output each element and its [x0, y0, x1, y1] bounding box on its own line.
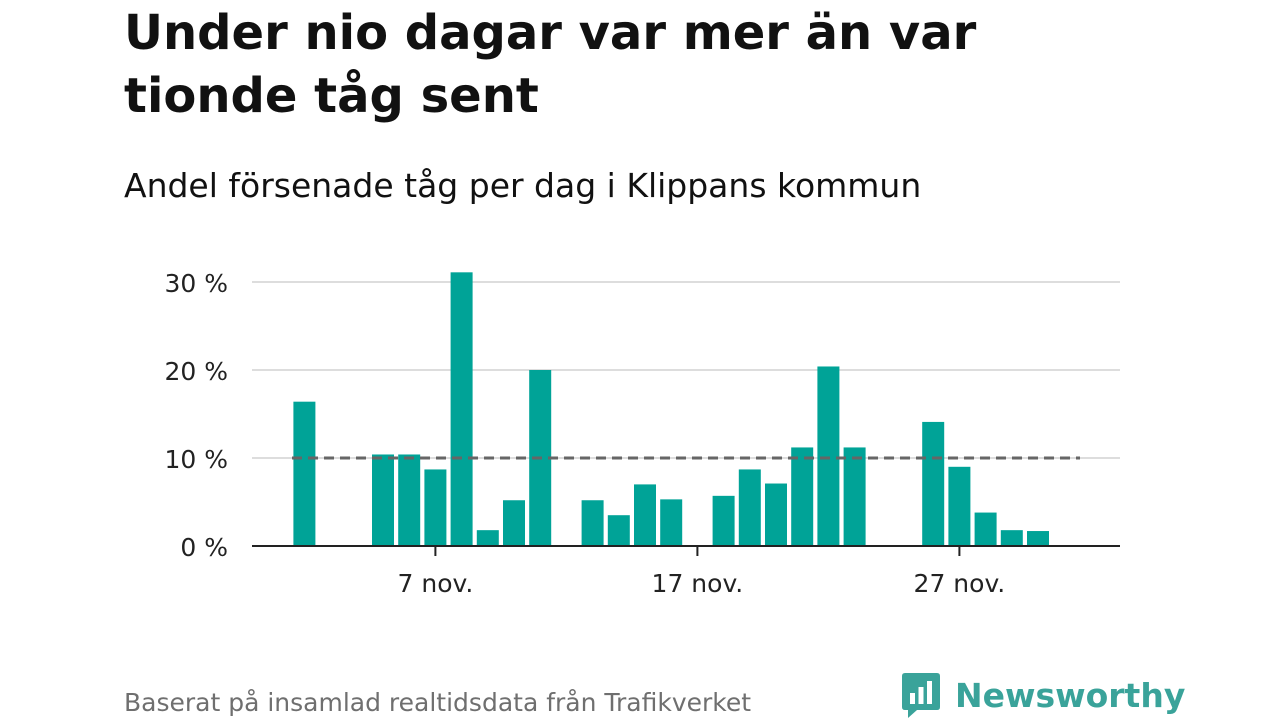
- tick-labels: 0 % 10 % 20 % 30 % 7 nov. 17 nov. 27 nov.: [164, 269, 1005, 598]
- bar-day-9: [476, 530, 499, 546]
- bars: [293, 272, 1049, 546]
- bar-day-13: [581, 500, 604, 546]
- y-tick-label: 10 %: [164, 445, 228, 474]
- bar-day-6: [398, 454, 421, 546]
- bar-day-27: [948, 466, 971, 546]
- bar-day-15: [634, 484, 656, 546]
- bar-day-10: [503, 500, 525, 546]
- x-tick-label: 17 nov.: [652, 569, 744, 598]
- x-tick-label: 27 nov.: [914, 569, 1006, 598]
- bar-day-5: [372, 454, 394, 546]
- bar-day-29: [1000, 530, 1023, 546]
- bar-day-26: [922, 421, 945, 546]
- chart-title: Under nio dagar var mer än var tionde tå…: [124, 5, 977, 124]
- bar-day-18: [712, 495, 735, 546]
- bar-day-8: [450, 272, 473, 546]
- bar-day-28: [974, 512, 997, 546]
- source-note: Baserat på insamlad realtidsdata från Tr…: [124, 688, 752, 717]
- newsworthy-logo-icon: [902, 673, 940, 718]
- x-axis: [252, 545, 1120, 556]
- y-tick-label: 0 %: [180, 533, 228, 562]
- bar-day-7: [424, 469, 447, 546]
- y-tick-label: 30 %: [164, 269, 228, 298]
- bar-day-22: [817, 366, 840, 546]
- brand-name: Newsworthy: [955, 675, 1186, 715]
- gridlines: [252, 281, 1120, 459]
- bar-day-19: [738, 469, 761, 546]
- newsworthy-logo: Newsworthy: [901, 670, 1185, 720]
- bar-day-2: [293, 401, 316, 546]
- bar-day-14: [607, 515, 630, 546]
- x-tick-label: 7 nov.: [398, 569, 474, 598]
- bar-day-30: [1027, 531, 1049, 546]
- bar-day-23: [843, 447, 866, 546]
- bar-day-20: [765, 483, 787, 546]
- bar-day-21: [791, 447, 814, 546]
- y-tick-label: 20 %: [164, 357, 228, 386]
- bar-day-16: [660, 499, 683, 546]
- chart-subtitle: Andel försenade tåg per dag i Klippans k…: [124, 166, 922, 205]
